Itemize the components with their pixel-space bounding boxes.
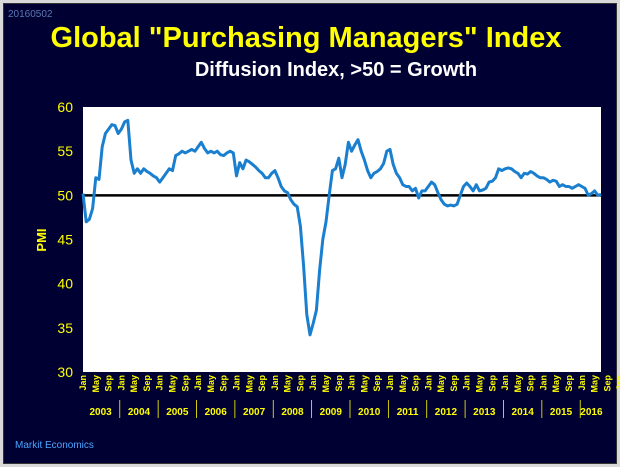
year-label: 2011 [397,407,419,418]
x-tick-label: Jan [577,375,587,391]
x-tick-label: May [91,375,101,393]
x-tick-label: Sep [104,375,114,392]
x-tick-label: Jan [231,375,241,391]
year-label: 2009 [320,407,343,418]
y-tick-label: 40 [57,276,73,292]
x-tick-label: Sep [334,375,344,392]
y-tick-label: 60 [57,99,73,115]
x-axis-ticks: Jan May Sep Jan May Sep Jan May Sep Jan May Sep Jan M… [78,375,620,393]
x-tick-label: Jan [347,375,357,391]
y-axis-label: PMI [34,228,49,251]
x-tick-label: Sep [602,375,612,392]
x-tick-label: May [359,375,369,393]
x-tick-label: May [474,375,484,393]
x-tick-label: Jan [385,375,395,391]
x-tick-label: May [129,375,139,393]
x-tick-label: Sep [180,375,190,392]
x-tick-label: May [283,375,293,393]
x-tick-label: Sep [449,375,459,392]
year-label: 2015 [550,407,573,418]
plot-area [83,107,601,372]
x-tick-label: Jan [78,375,88,391]
x-tick-label: May [244,375,254,393]
date-code: 20160502 [8,9,53,20]
x-tick-label: Sep [257,375,267,392]
x-tick-label: Jan [270,375,280,391]
x-tick-label: Jan [462,375,472,391]
x-tick-label: Jan [615,375,620,391]
y-tick-label: 35 [57,320,73,336]
year-label: 2016 [580,407,603,418]
x-tick-label: May [513,375,523,393]
x-tick-label: Sep [219,375,229,392]
year-label: 2003 [89,407,112,418]
year-label: 2005 [166,407,189,418]
x-tick-label: Jan [155,375,165,391]
x-tick-label: May [590,375,600,393]
x-tick-label: Jan [423,375,433,391]
x-tick-label: Jan [538,375,548,391]
y-axis-ticks: 30 35 40 45 50 55 60 [57,99,73,380]
year-label: 2007 [243,407,266,418]
chart-subtitle: Diffusion Index, >50 = Growth [194,59,478,81]
y-tick-label: 50 [57,187,73,203]
x-tick-label: May [398,375,408,393]
x-tick-label: May [206,375,216,393]
year-label: 2008 [281,407,304,418]
year-label: 2006 [205,407,228,418]
x-tick-label: Jan [116,375,126,391]
x-tick-label: Sep [526,375,536,392]
year-label: 2014 [512,407,535,418]
year-label: 2004 [128,407,151,418]
year-labels: 2003 2004 2005 2006 2007 2008 2009 2010 2011 2012… [89,400,603,418]
chart-title: Global "Purchasing Managers" Index [50,22,562,54]
year-label: 2010 [358,407,381,418]
year-label: 2013 [473,407,496,418]
x-tick-label: May [321,375,331,393]
x-tick-label: Jan [500,375,510,391]
x-tick-label: Jan [308,375,318,391]
x-tick-label: Sep [564,375,574,392]
x-tick-label: Jan [193,375,203,391]
y-tick-label: 30 [57,364,73,380]
year-label: 2012 [435,407,458,418]
pmi-series-line [81,118,602,337]
x-tick-label: May [168,375,178,393]
x-tick-label: May [551,375,561,393]
x-tick-label: Sep [142,375,152,392]
y-tick-label: 55 [57,143,73,159]
source-label: Markit Economics [15,440,94,451]
x-tick-label: Sep [295,375,305,392]
x-tick-label: Sep [411,375,421,392]
x-tick-label: Sep [372,375,382,392]
y-tick-label: 45 [57,232,73,248]
x-tick-label: May [436,375,446,393]
x-tick-label: Sep [487,375,497,392]
